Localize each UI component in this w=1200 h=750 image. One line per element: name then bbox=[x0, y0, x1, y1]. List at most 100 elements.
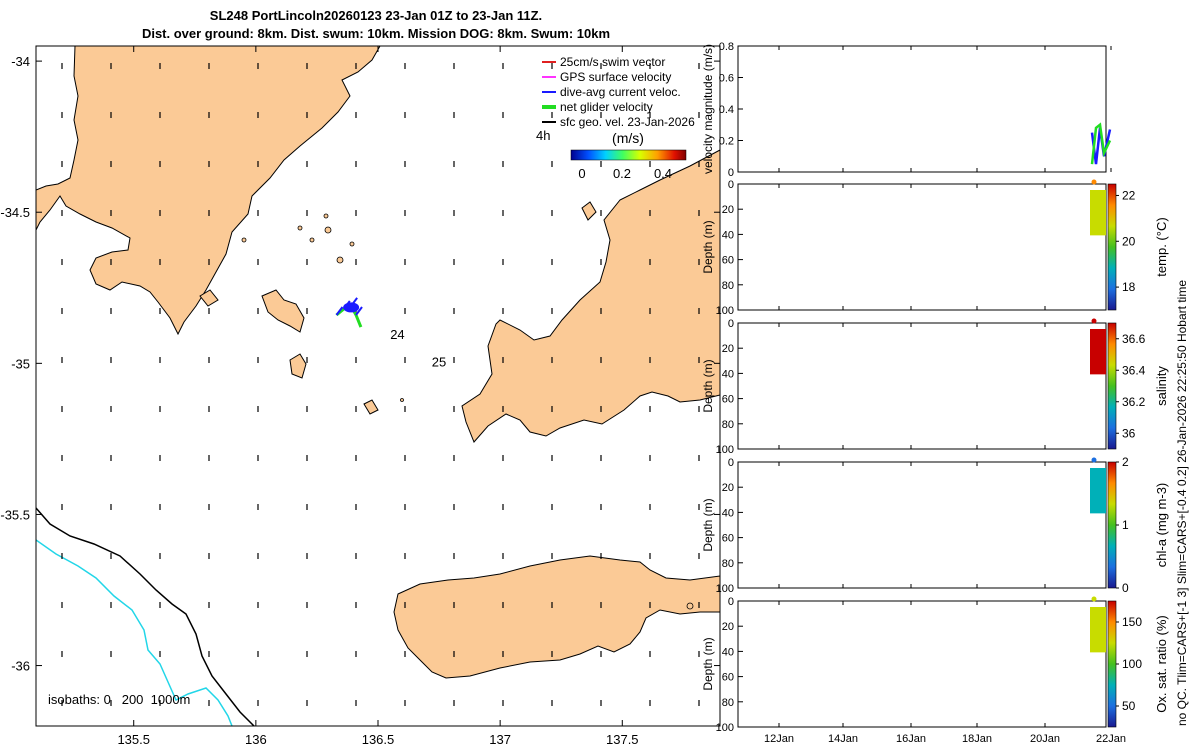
panel-3: 0 20 40 60 80 100 Depth (m) 0 1 2 chl-a (mg m-3) bbox=[701, 455, 1169, 595]
legend-scale-label: 4h bbox=[536, 128, 550, 143]
panel-y-tick-label: 0 bbox=[728, 596, 734, 608]
colorbar-label: Ox. sat. ratio (%) bbox=[1154, 615, 1169, 713]
day-label: 25 bbox=[432, 354, 446, 369]
map-y-tick-label: -35.5 bbox=[0, 507, 30, 522]
profile-block bbox=[1090, 190, 1106, 236]
map-contents bbox=[36, 46, 720, 726]
time-axis-label: 22Jan bbox=[1096, 733, 1126, 745]
island-2 bbox=[289, 353, 307, 379]
panel-y-tick-label: 20 bbox=[722, 482, 734, 494]
map-y-tick-label: -36 bbox=[11, 659, 30, 674]
profile-surface-point bbox=[1091, 179, 1097, 185]
eyre-peninsula bbox=[36, 46, 381, 336]
colorbar-tick-label: 20 bbox=[1122, 234, 1136, 248]
colorbar-tick-label: 36.2 bbox=[1122, 395, 1146, 409]
panel-y-tick-label: 0.8 bbox=[719, 41, 734, 53]
map-x-tick-label: 136.5 bbox=[362, 732, 395, 747]
map-x-tick-label: 135.5 bbox=[117, 732, 150, 747]
figure-title: SL248 PortLincoln20260123 23-Jan 01Z to … bbox=[210, 8, 542, 23]
figure-subtitle: Dist. over ground: 8km. Dist. swum: 10km… bbox=[142, 26, 610, 41]
dive-avg-vector bbox=[355, 306, 363, 316]
kangaroo-island bbox=[393, 555, 720, 679]
colorbar-label: salinity bbox=[1154, 366, 1169, 406]
islet bbox=[309, 237, 315, 243]
map-panel: 24 25 isobaths: 0 200 1000m 135.5 136 136.… bbox=[0, 45, 721, 747]
islet bbox=[241, 237, 247, 243]
panel-y-tick-label: 100 bbox=[716, 583, 734, 595]
map-y-tick-label: -34.5 bbox=[0, 205, 30, 220]
panel-0: 0 0.2 0.4 0.6 0.8 velocity magnitude (m/s) bbox=[701, 41, 1112, 179]
side-note: no QC. Tlim=CARS+[-1 3] Slim=CARS+[-0.4 … bbox=[1175, 280, 1189, 726]
legend-label-dive-avg: dive-avg current veloc. bbox=[560, 85, 681, 99]
panel-y-tick-label: 40 bbox=[722, 368, 734, 380]
islet bbox=[323, 213, 329, 219]
panel-2: 0 20 40 60 80 100 Depth (m) 36 36.2 36.4 36.6 salin… bbox=[701, 318, 1169, 456]
panel-y-label: Depth (m) bbox=[701, 498, 715, 551]
panel-y-label: velocity magnitude (m/s) bbox=[701, 44, 715, 174]
colorbar-tick-label: 1 bbox=[1122, 518, 1129, 532]
islet bbox=[400, 398, 404, 402]
colorbar-tick: 0 bbox=[578, 166, 585, 181]
panel-y-tick-label: 100 bbox=[716, 722, 734, 734]
colorbar-tick-label: 36 bbox=[1122, 426, 1136, 440]
panel-y-tick-label: 80 bbox=[722, 419, 734, 431]
legend-label-gps: GPS surface velocity bbox=[560, 70, 671, 84]
colorbar-tick-label: 2 bbox=[1122, 455, 1129, 469]
map-x-tick-label: 137.5 bbox=[606, 732, 639, 747]
panel-y-tick-label: 80 bbox=[722, 280, 734, 292]
panel-4: 0 20 40 60 80 100 Depth (m) 50 100 150 Ox. sat. ra… bbox=[701, 596, 1169, 734]
panel-y-tick-label: 100 bbox=[716, 444, 734, 456]
time-axis-label: 20Jan bbox=[1030, 733, 1060, 745]
profile-block bbox=[1090, 329, 1106, 375]
islet bbox=[349, 241, 355, 247]
panel-y-tick-label: 0.2 bbox=[719, 136, 734, 148]
colorbar-tick-label: 22 bbox=[1122, 188, 1136, 202]
panel-y-tick-label: 40 bbox=[722, 646, 734, 658]
panel-y-tick-label: 100 bbox=[716, 305, 734, 317]
time-axis-label: 16Jan bbox=[896, 733, 926, 745]
land-layer bbox=[36, 46, 720, 679]
map-x-tick-label: 136 bbox=[245, 732, 267, 747]
colorbar-tick: 0.2 bbox=[613, 166, 631, 181]
islet bbox=[336, 256, 344, 264]
legend-label-sfc-geo: sfc geo. vel. 23-Jan-2026 bbox=[560, 115, 695, 129]
map-x-axis: 135.5 136 136.5 137 137.5 bbox=[117, 46, 639, 747]
panel-y-label: Depth (m) bbox=[701, 637, 715, 690]
colorbar-tick-label: 150 bbox=[1122, 615, 1142, 629]
panel-frame bbox=[737, 45, 1107, 173]
panel-y-tick-label: 0 bbox=[728, 318, 734, 330]
yorke-peninsula bbox=[461, 149, 720, 443]
panel-colorbar bbox=[1107, 322, 1117, 450]
panel-y-tick-label: 0.6 bbox=[719, 73, 734, 85]
map-x-tick-label: 137 bbox=[489, 732, 511, 747]
isobath-200m bbox=[36, 507, 255, 726]
dive-avg-cluster bbox=[343, 302, 360, 313]
panel-y-tick-label: 80 bbox=[722, 558, 734, 570]
day-label: 24 bbox=[390, 327, 404, 342]
legend-label-swim: 25cm/s swim vector bbox=[560, 55, 665, 69]
map-y-axis: -34 -34.5 -35 -35.5 -36 bbox=[0, 54, 720, 674]
panel-y-tick-label: 40 bbox=[722, 229, 734, 241]
panel-y-tick-label: 0.4 bbox=[719, 104, 734, 116]
profile-block bbox=[1090, 468, 1106, 514]
colorbar-tick-label: 50 bbox=[1122, 699, 1136, 713]
profile-surface-point bbox=[1091, 596, 1097, 602]
colorbar-label: chl-a (mg m-3) bbox=[1154, 483, 1169, 568]
panel-frame bbox=[737, 183, 1107, 311]
panel-y-tick-label: 60 bbox=[722, 672, 734, 684]
colorbar-tick-label: 18 bbox=[1122, 280, 1136, 294]
panel-y-label: Depth (m) bbox=[701, 359, 715, 412]
time-axis-label: 14Jan bbox=[828, 733, 858, 745]
colorbar-tick-label: 0 bbox=[1122, 581, 1129, 595]
island-1 bbox=[261, 289, 305, 333]
colorbar-tick-label: 100 bbox=[1122, 657, 1142, 671]
sfc-geo-arrow-field bbox=[61, 63, 700, 706]
profile-surface-point bbox=[1091, 457, 1097, 463]
time-axis: 12Jan 14Jan 16Jan 18Jan 20Jan 22Jan bbox=[764, 733, 1126, 745]
colorbar-title: (m/s) bbox=[612, 130, 644, 146]
time-axis-label: 18Jan bbox=[962, 733, 992, 745]
islet bbox=[324, 226, 332, 234]
colorbar-tick-label: 36.6 bbox=[1122, 332, 1146, 346]
